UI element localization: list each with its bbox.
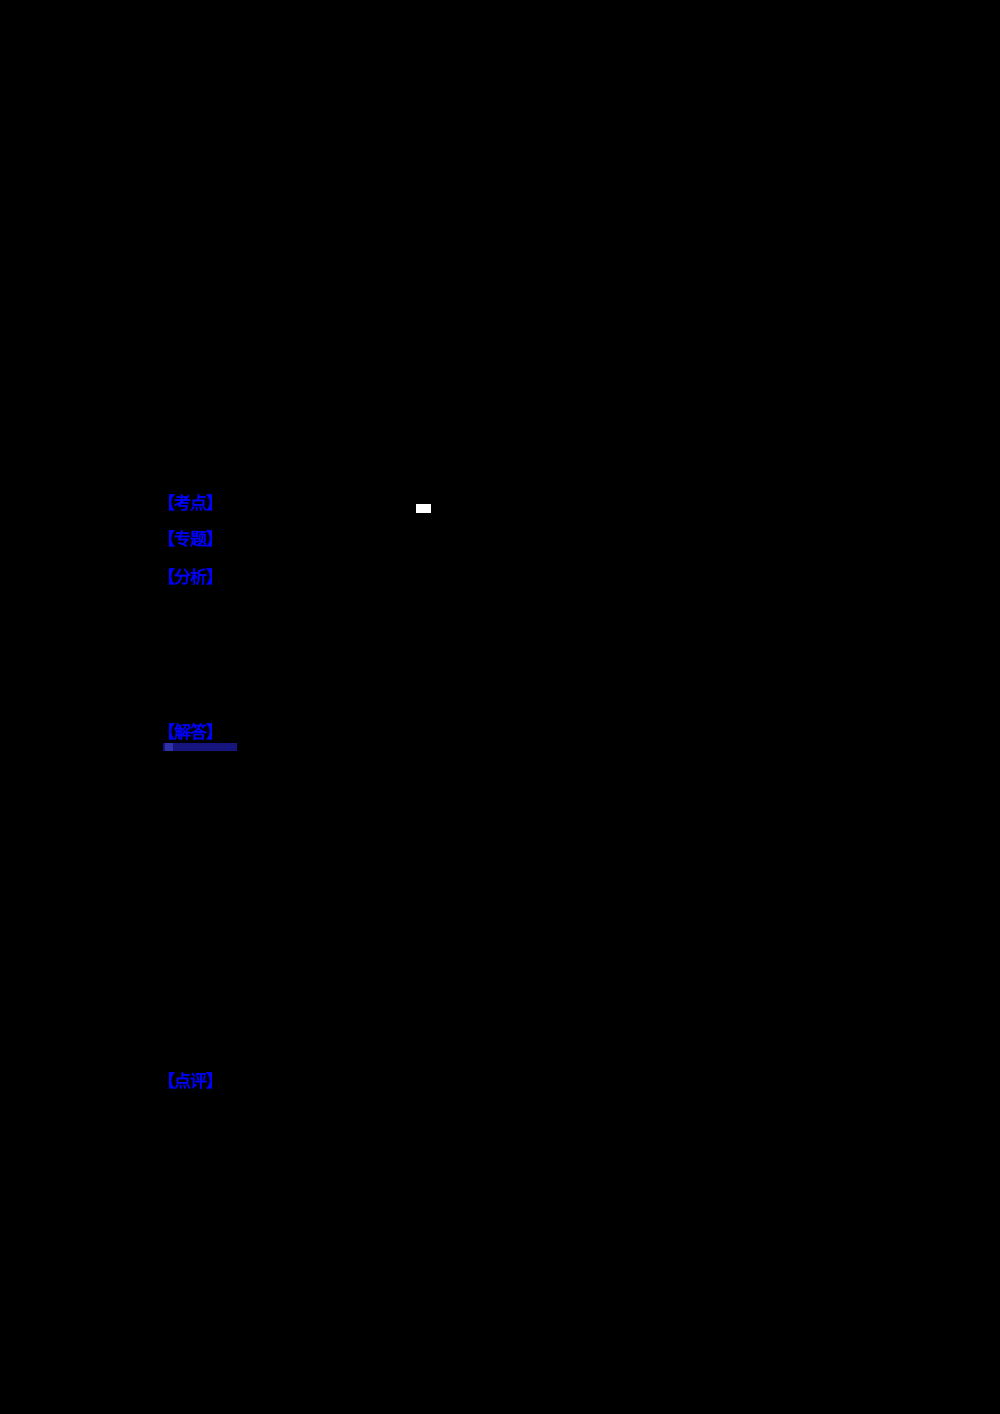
link-underline-artifact: [163, 743, 237, 751]
section-link-kaodian[interactable]: 【考点】: [158, 494, 223, 514]
formula-highlight-rect: [416, 504, 431, 513]
section-link-dianping[interactable]: 【点评】: [158, 1072, 223, 1092]
artifact-bright-spot: [165, 743, 173, 751]
section-link-fenxi[interactable]: 【分析】: [158, 568, 223, 588]
section-link-zhuanti[interactable]: 【专题】: [158, 530, 223, 550]
section-link-jieda[interactable]: 【解答】: [158, 723, 223, 743]
